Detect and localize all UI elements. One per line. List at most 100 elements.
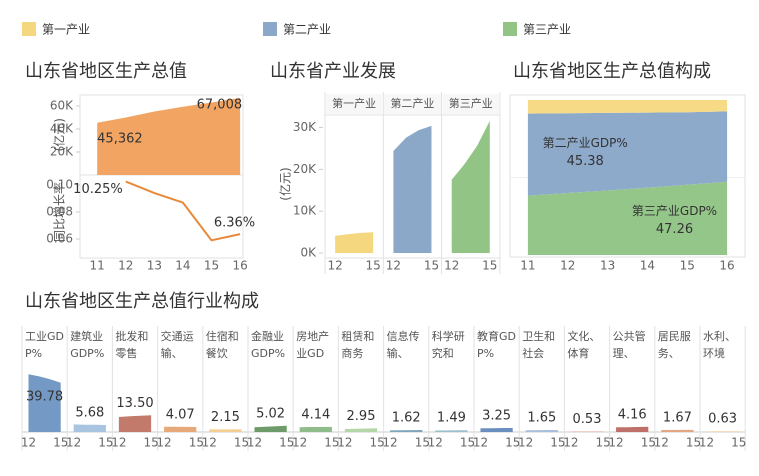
panel-header: 建筑业GDP% — [70, 330, 105, 360]
x-tick-label: 14 — [640, 259, 655, 273]
data-label: 45,362 — [97, 131, 143, 146]
y-axis-title: 同比增长率 — [52, 182, 67, 242]
data-label: 0.63 — [708, 412, 737, 427]
x-tick-label: 12 — [654, 436, 669, 450]
stacked-area — [527, 100, 728, 114]
x-tick-label: 12 — [608, 436, 623, 450]
y-tick-label: 0.06 — [46, 232, 73, 246]
x-tick-label: 12 — [66, 436, 81, 450]
x-tick-label: 13 — [600, 259, 615, 273]
data-label: 4.07 — [166, 407, 195, 422]
x-tick-label: 15 — [370, 436, 385, 450]
x-tick-label: 15 — [424, 259, 439, 273]
x-tick-label: 15 — [415, 436, 430, 450]
area — [344, 428, 378, 432]
legend-label: 第一产业 — [42, 23, 90, 37]
area — [616, 426, 649, 432]
x-tick-label: 12 — [202, 436, 217, 450]
area — [28, 374, 61, 432]
x-tick-label: 15 — [731, 436, 746, 450]
legend-swatch — [22, 22, 36, 36]
y-tick-label: 30K — [293, 120, 317, 134]
panel-header: 公共管理、社... — [612, 330, 646, 360]
y-tick-label: 0.10 — [46, 178, 73, 192]
x-tick-label: 15 — [686, 436, 701, 450]
data-label: 4.16 — [618, 407, 647, 422]
series-label: 第三产业GDP% — [632, 204, 717, 218]
panel-header: 批发和零售业... — [115, 330, 149, 360]
area — [661, 429, 694, 432]
panel-frame — [509, 94, 746, 258]
line — [125, 180, 241, 242]
panel-header: 房地产业GDP... — [296, 330, 330, 360]
data-label: 5.02 — [256, 406, 285, 421]
area — [451, 120, 490, 254]
x-tick-label: 15 — [144, 436, 159, 450]
x-tick-label: 12 — [444, 259, 459, 273]
stacked-area — [527, 111, 728, 196]
area — [335, 232, 374, 253]
x-tick-label: 12 — [111, 436, 126, 450]
panel-header: 卫生和社会工... — [522, 330, 556, 360]
area — [390, 430, 423, 432]
x-tick-label: 15 — [596, 436, 611, 450]
data-label: 2.15 — [211, 410, 240, 425]
x-tick-label: 14 — [175, 259, 190, 273]
x-tick-label: 12 — [156, 436, 171, 450]
panel-header: 教育GDP% — [477, 330, 516, 360]
panel-header: 信息传输、软... — [386, 330, 420, 360]
x-tick-label: 12 — [473, 436, 488, 450]
area — [570, 431, 604, 432]
panel-header: 工业GDP% — [25, 330, 64, 360]
x-tick-label: 15 — [279, 436, 294, 450]
y-tick-label: 40K — [50, 122, 74, 136]
data-label: 4.14 — [301, 407, 330, 422]
x-tick-label: 11 — [520, 259, 535, 273]
area — [525, 430, 558, 432]
data-label: 1.65 — [527, 410, 556, 425]
y-tick-label: 60K — [50, 99, 74, 113]
data-label: 45.38 — [567, 154, 604, 169]
series-label: 第二产业GDP% — [543, 136, 628, 150]
x-tick-label: 15 — [505, 436, 520, 450]
data-label: 0.53 — [573, 412, 602, 427]
x-tick-label: 15 — [53, 436, 68, 450]
data-label: 10.25% — [73, 182, 123, 197]
y-axis-title: (亿元) — [278, 167, 293, 200]
x-tick-label: 12 — [699, 436, 714, 450]
area — [706, 431, 739, 432]
chart-title: 山东省地区生产总值构成 — [513, 61, 711, 82]
x-tick-label: 15 — [680, 259, 695, 273]
x-tick-label: 16 — [232, 259, 247, 273]
x-tick-label: 12 — [428, 436, 443, 450]
x-tick-label: 12 — [386, 259, 401, 273]
area — [164, 426, 197, 432]
data-label: 39.78 — [26, 390, 63, 405]
data-label: 6.36% — [214, 216, 255, 231]
panel-header: 租赁和商务服... — [341, 330, 375, 360]
x-tick-label: 15 — [550, 436, 565, 450]
area — [118, 415, 152, 432]
panel-header: 水利、环境和... — [703, 330, 736, 360]
data-label: 3.25 — [482, 408, 511, 423]
data-label: 67,008 — [197, 97, 243, 112]
panel-header: 金融业GDP% — [251, 330, 286, 360]
area — [393, 125, 432, 253]
data-label: 5.68 — [75, 405, 104, 420]
data-label: 1.49 — [437, 411, 466, 426]
panel-header: 交通运输、仓... — [160, 330, 194, 360]
panel-header: 住宿和餐饮业... — [205, 330, 239, 360]
x-tick-label: 16 — [719, 259, 734, 273]
area — [480, 428, 513, 432]
x-tick-label: 15 — [98, 436, 113, 450]
data-label: 2.95 — [347, 409, 376, 424]
x-tick-label: 12 — [292, 436, 307, 450]
legend-label: 第三产业 — [523, 23, 571, 37]
x-tick-label: 15 — [189, 436, 204, 450]
panel-header: 文化、体育和... — [567, 330, 601, 360]
x-tick-label: 15 — [482, 259, 497, 273]
x-tick-label: 13 — [147, 259, 162, 273]
x-tick-label: 11 — [90, 259, 105, 273]
x-tick-label: 12 — [518, 436, 533, 450]
legend-swatch — [503, 22, 517, 36]
